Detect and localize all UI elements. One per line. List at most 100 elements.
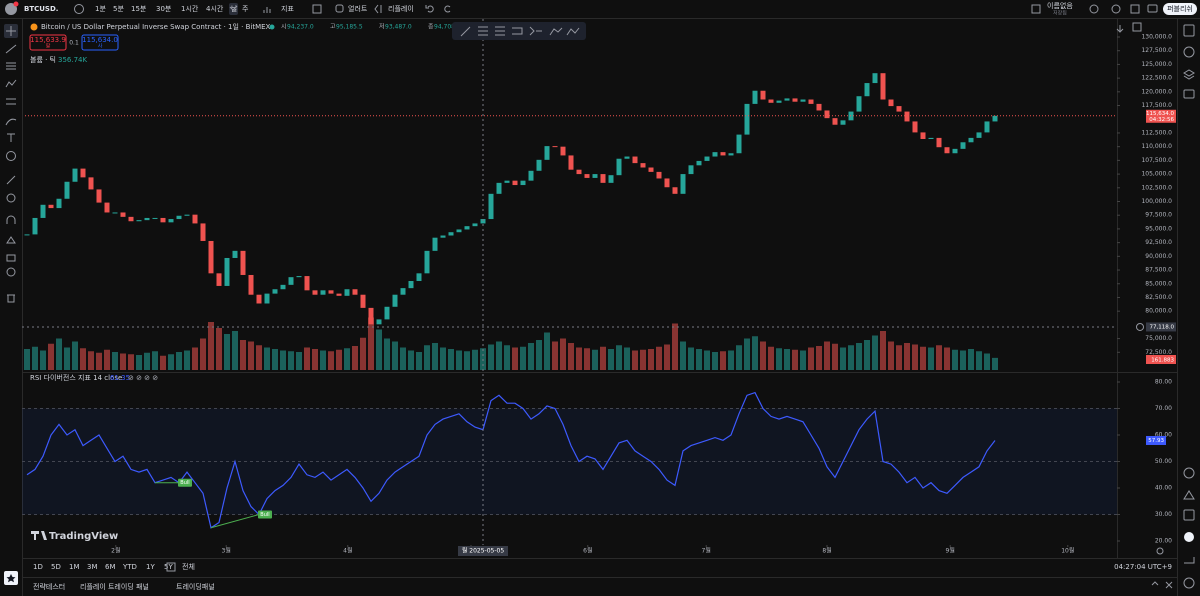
y-tick-label: 30.00 — [1155, 511, 1172, 518]
chart-icon[interactable] — [1184, 557, 1195, 564]
drawing-tools[interactable] — [460, 26, 580, 37]
text-tool[interactable] — [7, 133, 15, 142]
visibility-tool[interactable] — [6, 267, 16, 277]
help-icon[interactable] — [1183, 577, 1195, 589]
candle-body — [272, 289, 278, 294]
range-button[interactable]: YTD — [122, 563, 137, 571]
pattern-tool[interactable] — [5, 79, 17, 88]
sell-button[interactable] — [29, 34, 67, 51]
calendar-icon[interactable] — [1183, 509, 1195, 521]
layout-icon[interactable] — [1031, 4, 1041, 14]
panel-tab[interactable]: 전략테스터 — [33, 582, 65, 591]
interval[interactable]: 주 — [242, 5, 249, 13]
interval[interactable]: 1시간 — [181, 4, 199, 13]
ideas-icon[interactable] — [1183, 467, 1195, 479]
buy-label[interactable]: 사 — [98, 43, 103, 50]
candle-body — [312, 290, 318, 295]
buy-button[interactable] — [81, 34, 119, 51]
sell-label[interactable]: 팔 — [46, 43, 51, 50]
candle-body — [752, 90, 758, 104]
publish-button[interactable] — [1163, 3, 1197, 15]
interval[interactable]: 1분 — [95, 5, 106, 13]
candle-body — [88, 177, 94, 190]
apps-icon[interactable] — [1184, 532, 1194, 542]
indicators[interactable]: 지표 — [281, 4, 294, 13]
rsi-settings[interactable]: ⊘ ⊘ ⊘ ⊘ — [128, 374, 158, 382]
y-tick-label: 125,000.0 — [1141, 61, 1172, 68]
candle-body — [728, 153, 734, 156]
interval[interactable]: 30분 — [156, 5, 172, 13]
range-button[interactable]: 1Y — [146, 563, 155, 571]
scale-settings[interactable] — [1156, 547, 1164, 555]
layout-name[interactable]: 이름없음 — [1047, 1, 1073, 10]
fullscreen-icon[interactable] — [1130, 4, 1140, 14]
y-tick-label: 107,500.0 — [1141, 157, 1172, 164]
volume-bar — [160, 355, 166, 370]
interval[interactable]: 5분 — [113, 5, 124, 13]
delete-tool[interactable] — [7, 294, 15, 303]
range-button[interactable]: 6M — [105, 563, 116, 571]
trendline-tool[interactable] — [5, 44, 17, 54]
range-button[interactable]: 1D — [33, 563, 43, 571]
layers-icon[interactable] — [1183, 69, 1195, 80]
indicators-icon[interactable] — [263, 7, 271, 13]
range-button[interactable]: 5Y — [164, 563, 173, 571]
rsi-line — [26, 391, 996, 529]
zoom-tool[interactable] — [6, 193, 16, 203]
volume-bar — [728, 350, 734, 370]
panel-tab[interactable]: 트레이딩패널 — [176, 582, 215, 591]
prediction-tool[interactable] — [6, 98, 16, 105]
search-icon[interactable] — [1089, 4, 1099, 14]
last-price-box — [1146, 109, 1176, 123]
candle-body — [624, 156, 630, 159]
fib-tool[interactable] — [6, 62, 16, 70]
interval[interactable]: 15분 — [131, 5, 147, 13]
range-button[interactable]: 3M — [87, 563, 98, 571]
alert-icon[interactable] — [335, 4, 344, 13]
range-button[interactable]: 5D — [51, 563, 61, 571]
snapshot-icon[interactable] — [1147, 4, 1158, 13]
magnet-tool[interactable] — [6, 215, 16, 224]
panel-controls[interactable] — [1151, 581, 1173, 589]
volume-bar — [592, 349, 598, 370]
panel-tab[interactable]: 리플레이 트레이딩 패널 — [80, 582, 149, 591]
layouts-icon[interactable] — [312, 4, 322, 14]
symbol[interactable]: BTCUSD. — [24, 5, 58, 13]
replay[interactable]: 리플레이 — [388, 4, 414, 13]
signals-icon[interactable] — [1183, 490, 1195, 500]
alert[interactable]: 얼러트 — [348, 4, 368, 13]
alerts-icon[interactable] — [1183, 46, 1195, 58]
candle-body — [48, 204, 54, 209]
add-alert-button[interactable] — [1136, 322, 1144, 331]
watchlist-icon[interactable] — [1183, 24, 1195, 37]
candle-body — [160, 217, 166, 223]
collapse-icon[interactable] — [1116, 25, 1124, 33]
lock-tool[interactable] — [6, 254, 16, 262]
undo[interactable] — [425, 5, 434, 13]
volume-bar — [688, 347, 694, 370]
date-range-icon[interactable] — [166, 562, 176, 572]
range-button[interactable]: 1M — [69, 563, 80, 571]
redo[interactable] — [444, 5, 451, 13]
candle-body — [560, 146, 566, 156]
emoji-tool[interactable] — [6, 151, 16, 161]
volume-bar — [800, 350, 806, 370]
range-button[interactable]: 전체 — [182, 562, 195, 571]
sell-price[interactable]: 115,633.9 — [30, 36, 66, 44]
settings-icon[interactable] — [1111, 4, 1121, 14]
interval-menu[interactable] — [229, 6, 237, 11]
chat-icon[interactable] — [1183, 89, 1195, 99]
ruler-tool[interactable] — [6, 175, 16, 185]
maximize-icon[interactable] — [1132, 22, 1142, 32]
avatar[interactable] — [5, 3, 17, 15]
buy-price[interactable]: 115,634.0 — [82, 36, 118, 44]
x-tick-label: 4월 — [343, 547, 352, 555]
volume-bar — [424, 345, 430, 370]
replay-icon[interactable] — [374, 4, 382, 14]
publish-label[interactable]: 퍼블리쉬 — [1167, 4, 1193, 13]
interval[interactable]: 4시간 — [206, 4, 224, 13]
volume-label-box — [1146, 355, 1176, 364]
brush-tool[interactable] — [5, 118, 17, 126]
add-symbol[interactable] — [74, 4, 84, 14]
draw-mode-tool[interactable] — [6, 236, 16, 244]
